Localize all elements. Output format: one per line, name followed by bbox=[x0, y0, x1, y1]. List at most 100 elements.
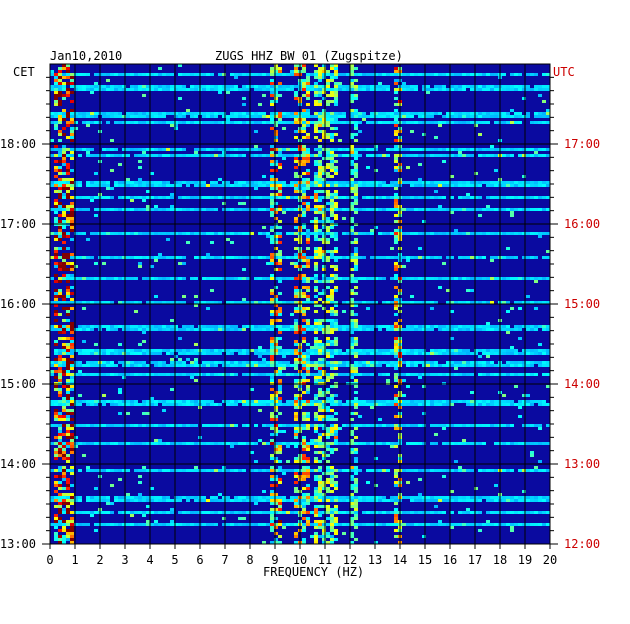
spectrogram-cell bbox=[314, 487, 318, 490]
spectrogram-cell bbox=[406, 256, 410, 259]
spectrogram-cell bbox=[414, 73, 418, 76]
spectrogram-cell bbox=[90, 184, 94, 187]
spectrogram-cell bbox=[354, 442, 358, 445]
spectrogram-cell bbox=[214, 88, 218, 91]
spectrogram-cell bbox=[158, 184, 162, 187]
spectrogram-cell bbox=[278, 190, 282, 193]
spectrogram-cell bbox=[270, 313, 274, 316]
spectrogram-cell bbox=[54, 85, 58, 88]
spectrogram-cell bbox=[306, 232, 310, 235]
spectrogram-cell bbox=[394, 130, 398, 133]
spectrogram-cell bbox=[254, 145, 258, 148]
spectrogram-cell bbox=[334, 91, 338, 94]
spectrogram-cell bbox=[78, 232, 82, 235]
spectrogram-cell bbox=[390, 247, 394, 250]
spectrogram-cell bbox=[302, 340, 306, 343]
spectrogram-cell bbox=[330, 301, 334, 304]
spectrogram-cell bbox=[166, 196, 170, 199]
spectrogram-cell bbox=[326, 340, 330, 343]
spectrogram-cell bbox=[346, 496, 350, 499]
spectrogram-cell bbox=[102, 256, 106, 259]
spectrogram-cell bbox=[54, 148, 58, 151]
spectrogram-cell bbox=[394, 202, 398, 205]
spectrogram-cell bbox=[358, 154, 362, 157]
spectrogram-cell bbox=[482, 328, 486, 331]
spectrogram-cell bbox=[402, 373, 406, 376]
spectrogram-cell bbox=[410, 73, 414, 76]
spectrogram-cell bbox=[302, 379, 306, 382]
spectrogram-cell bbox=[114, 232, 118, 235]
spectrogram-cell bbox=[270, 211, 274, 214]
spectrogram-cell bbox=[334, 154, 338, 157]
spectrogram-cell bbox=[202, 442, 206, 445]
spectrogram-cell bbox=[350, 97, 354, 100]
spectrogram-cell bbox=[294, 115, 298, 118]
spectrogram-cell bbox=[362, 361, 366, 364]
spectrogram-cell bbox=[210, 73, 214, 76]
spectrogram-cell bbox=[422, 412, 426, 415]
spectrogram-cell bbox=[302, 454, 306, 457]
spectrogram-cell bbox=[66, 268, 70, 271]
spectrogram-cell bbox=[166, 181, 170, 184]
spectrogram-cell bbox=[354, 301, 358, 304]
spectrogram-cell bbox=[294, 226, 298, 229]
spectrogram-cell bbox=[366, 361, 370, 364]
spectrogram-cell bbox=[334, 100, 338, 103]
spectrogram-cell bbox=[446, 328, 450, 331]
spectrogram-cell bbox=[62, 301, 66, 304]
spectrogram-cell bbox=[230, 112, 234, 115]
spectrogram-cell bbox=[314, 460, 318, 463]
spectrogram-cell bbox=[142, 232, 146, 235]
spectrogram-cell bbox=[282, 355, 286, 358]
spectrogram-cell bbox=[538, 232, 542, 235]
spectrogram-cell bbox=[442, 184, 446, 187]
spectrogram-cell bbox=[66, 352, 70, 355]
spectrogram-cell bbox=[518, 328, 522, 331]
spectrogram-cell bbox=[270, 277, 274, 280]
spectrogram-cell bbox=[410, 349, 414, 352]
spectrogram-cell bbox=[338, 148, 342, 151]
spectrogram-cell bbox=[438, 277, 442, 280]
spectrogram-cell bbox=[362, 442, 366, 445]
spectrogram-cell bbox=[394, 424, 398, 427]
spectrogram-cell bbox=[66, 115, 70, 118]
spectrogram-cell bbox=[214, 373, 218, 376]
spectrogram-cell bbox=[294, 148, 298, 151]
spectrogram-cell bbox=[222, 424, 226, 427]
spectrogram-cell bbox=[494, 148, 498, 151]
spectrogram-cell bbox=[418, 247, 422, 250]
spectrogram-cell bbox=[454, 367, 458, 370]
spectrogram-cell bbox=[282, 85, 286, 88]
spectrogram-cell bbox=[422, 85, 426, 88]
spectrogram-cell bbox=[146, 328, 150, 331]
spectrogram-cell bbox=[534, 121, 538, 124]
spectrogram-cell bbox=[530, 373, 534, 376]
spectrogram-cell bbox=[306, 109, 310, 112]
spectrogram-cell bbox=[206, 352, 210, 355]
spectrogram-cell bbox=[466, 364, 470, 367]
spectrogram-cell bbox=[402, 277, 406, 280]
spectrogram-cell bbox=[382, 277, 386, 280]
spectrogram-cell bbox=[54, 94, 58, 97]
spectrogram-cell bbox=[330, 133, 334, 136]
spectrogram-cell bbox=[62, 112, 66, 115]
spectrogram-cell bbox=[66, 220, 70, 223]
spectrogram-cell bbox=[342, 301, 346, 304]
spectrogram-cell bbox=[270, 88, 274, 91]
spectrogram-cell bbox=[426, 400, 430, 403]
spectrogram-cell bbox=[330, 220, 334, 223]
spectrogram-cell bbox=[430, 184, 434, 187]
spectrogram-cell bbox=[262, 400, 266, 403]
spectrogram-cell bbox=[290, 349, 294, 352]
spectrogram-cell bbox=[270, 358, 274, 361]
spectrogram-cell bbox=[294, 379, 298, 382]
spectrogram-cell bbox=[258, 301, 262, 304]
spectrogram-cell bbox=[322, 442, 326, 445]
spectrogram-cell bbox=[50, 256, 54, 259]
spectrogram-cell bbox=[386, 88, 390, 91]
spectrogram-cell bbox=[150, 196, 154, 199]
spectrogram-cell bbox=[314, 130, 318, 133]
spectrogram-cell bbox=[210, 208, 214, 211]
spectrogram-cell bbox=[330, 88, 334, 91]
spectrogram-cell bbox=[146, 496, 150, 499]
